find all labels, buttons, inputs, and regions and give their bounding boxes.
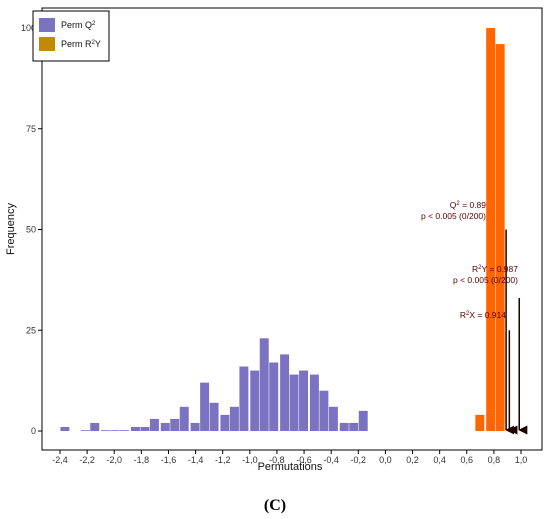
x-tick-label-13: 0,2 [406,455,419,465]
x-tick-label-7: -1,0 [242,455,258,465]
bar-s0-2 [90,422,100,431]
x-tick-label-8: -0,8 [269,455,285,465]
bar-s0-18 [250,370,260,431]
bar-s0-23 [299,370,309,431]
annotation-1-line-1: p < 0.005 (0/200) [453,275,518,285]
y-tick-label-2: 50 [26,225,36,235]
x-tick-label-15: 0,6 [461,455,474,465]
x-tick-label-9: -0,6 [296,455,312,465]
bar-s0-27 [339,422,349,431]
legend-label-0: Perm Q2 [61,20,96,30]
x-axis-ticks: -2,4 -2,2 -2,0 -1,8 -1,6 -1,4 -1,2 -1,0 -0,8 -0,6… [52,450,527,465]
bar-s0-6 [130,426,140,431]
x-tick-label-10: -0,4 [323,455,339,465]
bar-s0-1 [80,430,90,431]
bar-s0-26 [328,406,338,431]
bar-s0-3 [101,430,111,431]
x-tick-label-17: 1,0 [515,455,528,465]
y-axis-title: Frequency [5,203,17,255]
x-tick-label-6: -1,2 [215,455,231,465]
bar-s0-19 [259,338,269,431]
bar-s0-9 [160,422,170,431]
y-tick-label-1: 25 [26,325,36,335]
x-tick-label-1: -2,2 [79,455,95,465]
figure-caption: (C) [264,497,286,514]
annotation-1-line-0: R2Y = 0.987 [472,264,518,274]
bar-s0-25 [319,390,329,431]
bar-s0-10 [170,418,180,431]
legend-swatch-1 [39,37,55,51]
legend-label-1: Perm R2Y [61,39,101,49]
y-tick-label-4: 100 [21,23,36,33]
bar-s0-13 [200,382,210,431]
annotation-0-line-1: p < 0.005 (0/200) [421,211,486,221]
bar-s0-12 [190,422,200,431]
histogram-bars [60,28,505,432]
legend-swatch-0 [39,18,55,32]
y-axis-ticks: 0 25 50 75 100 [21,23,42,436]
annotation-0-line-0: Q2 = 0.89 [450,200,486,210]
y-tick-label-0: 0 [31,426,36,436]
bar-s1-0 [475,414,485,431]
bar-s1-2 [495,44,505,432]
y-tick-label-3: 75 [26,124,36,134]
legend: Perm Q2 Perm R2Y [32,10,110,62]
bar-s0-15 [220,414,230,431]
x-tick-label-12: 0,0 [379,455,392,465]
x-tick-label-0: -2,4 [52,455,68,465]
x-tick-label-3: -1,8 [134,455,150,465]
bar-s0-16 [229,406,239,431]
bar-s0-8 [149,418,159,431]
bar-s0-22 [289,374,299,431]
bar-s0-5 [120,430,130,431]
bar-s0-28 [349,422,359,431]
x-tick-label-2: -2,0 [106,455,122,465]
x-axis-title: Permutations [258,461,323,473]
bar-s0-24 [309,374,319,431]
x-tick-label-11: -0,2 [351,455,367,465]
annotation-2-line-0: R2X = 0.914 [460,310,506,320]
bar-s0-4 [110,430,120,431]
bar-s0-17 [239,366,249,431]
x-tick-label-4: -1,6 [161,455,177,465]
bar-s0-29 [358,410,368,431]
bar-s0-21 [280,354,290,431]
x-tick-label-16: 0,8 [488,455,501,465]
bar-s0-11 [179,406,189,431]
x-tick-label-5: -1,4 [188,455,204,465]
bar-s1-1 [486,28,496,431]
bar-s0-20 [269,362,279,431]
bar-s0-0 [60,426,70,431]
bar-s0-14 [209,402,219,431]
bar-s0-7 [140,426,150,431]
x-tick-label-14: 0,4 [433,455,446,465]
